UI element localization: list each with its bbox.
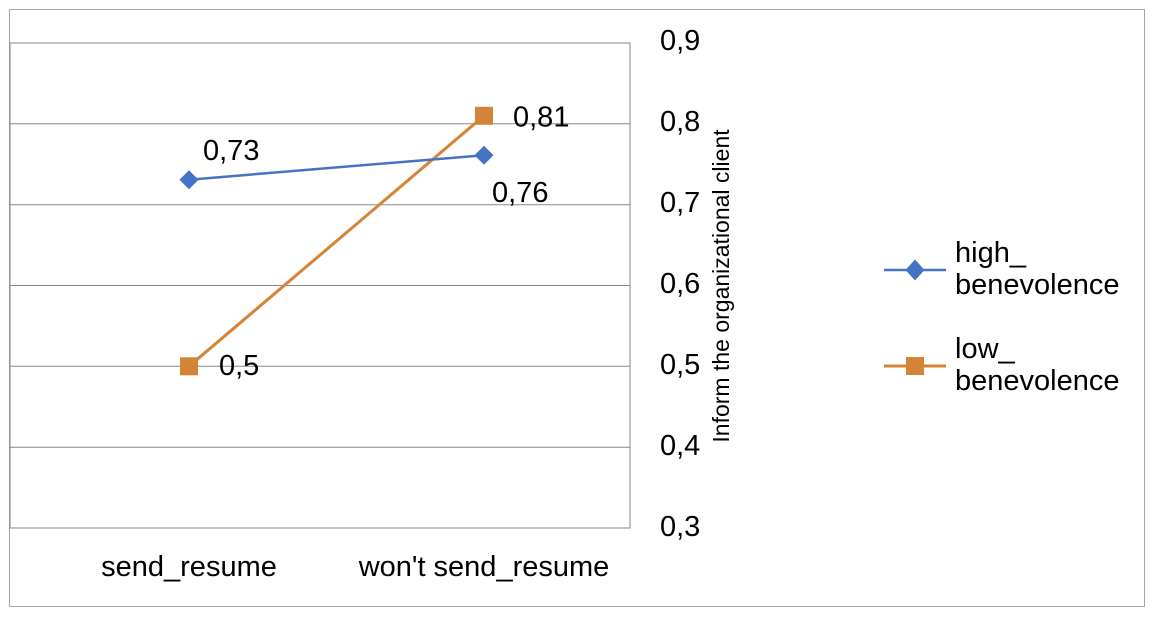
- svg-text:0,76: 0,76: [492, 177, 548, 209]
- svg-text:benevolence: benevolence: [955, 269, 1119, 301]
- svg-text:0,73: 0,73: [203, 135, 259, 167]
- svg-text:0,5: 0,5: [219, 350, 259, 382]
- svg-text:high_: high_: [955, 237, 1027, 269]
- svg-text:send_resume: send_resume: [101, 551, 277, 583]
- svg-text:low_: low_: [955, 333, 1016, 365]
- svg-text:0,6: 0,6: [660, 268, 700, 300]
- svg-text:0,9: 0,9: [660, 25, 700, 57]
- svg-text:0,5: 0,5: [660, 349, 700, 381]
- svg-text:0,81: 0,81: [513, 102, 569, 134]
- svg-text:0,7: 0,7: [660, 187, 700, 219]
- svg-text:0,3: 0,3: [660, 511, 700, 543]
- svg-text:Inform the organizational clie: Inform the organizational client: [708, 129, 734, 443]
- svg-text:0,4: 0,4: [660, 430, 700, 462]
- svg-text:0,8: 0,8: [660, 106, 700, 138]
- svg-text:won't send_resume: won't send_resume: [358, 551, 610, 583]
- svg-text:benevolence: benevolence: [955, 365, 1119, 397]
